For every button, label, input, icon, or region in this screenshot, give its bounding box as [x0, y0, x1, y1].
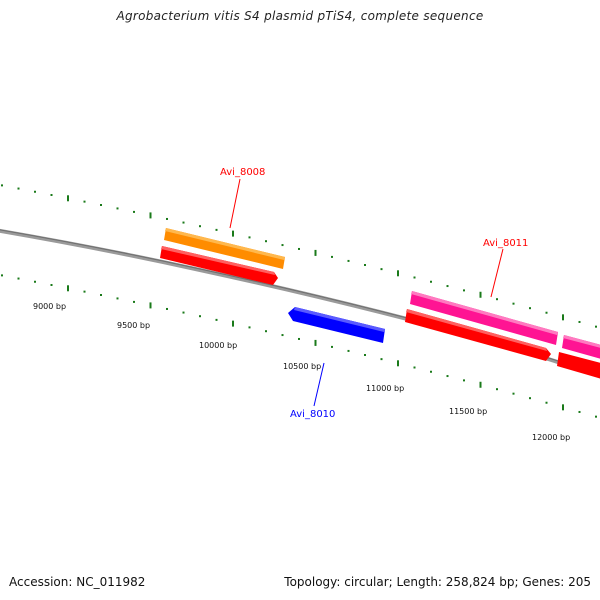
- gene-label-avi-8011[interactable]: Avi_8011: [483, 238, 528, 249]
- inner-tick-row: [1, 274, 597, 418]
- tick-label-9000: 9000 bp: [33, 302, 66, 311]
- outer-tick-row: [1, 184, 597, 328]
- tick-label-9500: 9500 bp: [117, 321, 150, 330]
- sequence-backbone: [0, 228, 600, 379]
- gene-labels: Avi_8008 Avi_8011 Avi_8010: [220, 167, 528, 420]
- accession-text: Accession: NC_011982: [9, 575, 146, 589]
- tick-labels: 9000 bp 9500 bp 10000 bp 10500 bp 11000 …: [33, 302, 570, 442]
- map-title: Agrobacterium vitis S4 plasmid pTiS4, co…: [116, 9, 484, 23]
- feature-red-arrow-2[interactable]: [405, 309, 551, 361]
- feature-red-bar-3[interactable]: [557, 352, 600, 380]
- leader-line-avi-8008: [229, 178, 241, 229]
- tick-label-11000: 11000 bp: [366, 384, 404, 393]
- leader-line-avi-8011: [490, 248, 504, 298]
- tick-label-10500: 10500 bp: [283, 362, 321, 371]
- gene-avi-8011-bar[interactable]: [410, 291, 558, 345]
- gene-avi-8008-arrow[interactable]: [160, 246, 278, 285]
- gene-avi-8010-arrow[interactable]: [288, 307, 385, 343]
- gene-features: [160, 228, 600, 380]
- tick-label-10000: 10000 bp: [199, 341, 237, 350]
- label-leader-lines: [229, 178, 504, 407]
- tick-label-11500: 11500 bp: [449, 407, 487, 416]
- feature-magenta-bar-2[interactable]: [562, 335, 600, 360]
- topology-summary: Topology: circular; Length: 258,824 bp; …: [284, 575, 591, 589]
- gene-label-avi-8010[interactable]: Avi_8010: [290, 409, 335, 420]
- leader-line-avi-8010: [313, 362, 325, 407]
- tick-label-12000: 12000 bp: [532, 433, 570, 442]
- feature-orange-bar[interactable]: [164, 228, 285, 269]
- gene-label-avi-8008[interactable]: Avi_8008: [220, 167, 265, 178]
